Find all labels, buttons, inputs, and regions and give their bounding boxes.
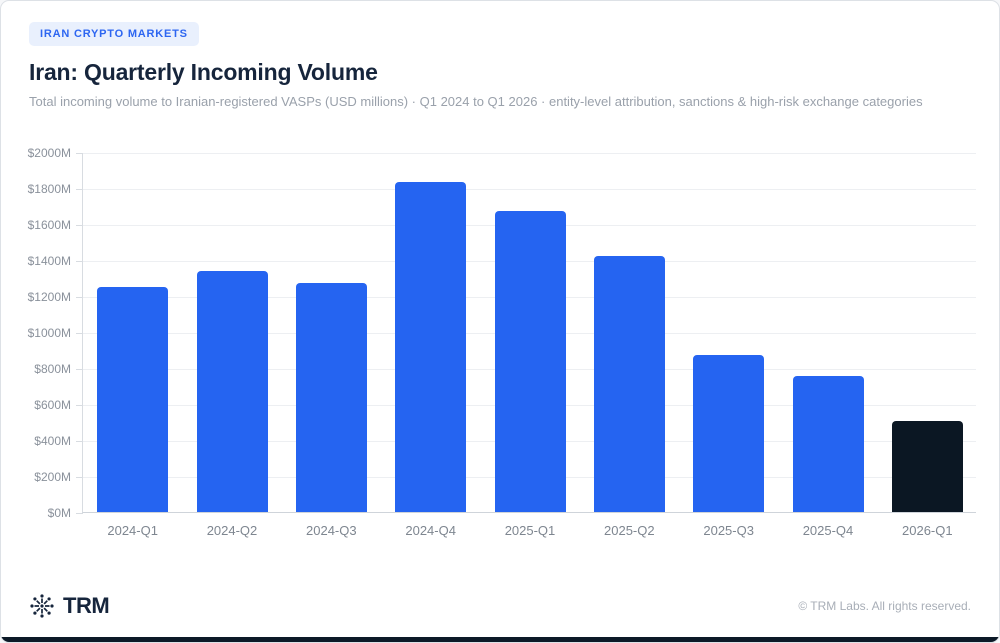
y-tick-mark (76, 441, 83, 442)
x-tick-label: 2025-Q3 (703, 523, 754, 538)
y-tick-label: $600M (34, 398, 71, 412)
y-tick-mark (76, 153, 83, 154)
x-tick-label: 2024-Q4 (405, 523, 456, 538)
page-title: Iran: Quarterly Incoming Volume (29, 59, 378, 85)
x-tick-label: 2025-Q1 (504, 523, 556, 538)
trm-logo: TRM (29, 593, 110, 619)
x-tick-label: 2024-Q2 (206, 523, 258, 538)
y-tick-mark (76, 369, 83, 370)
y-tick-mark (76, 297, 83, 298)
report-header: IRAN CRYPTO MARKETS Iran: Quarterly Inco… (29, 22, 971, 109)
y-tick-label: $400M (34, 434, 71, 448)
y-tick-mark (76, 477, 83, 478)
y-tick-label: $1200M (27, 290, 71, 304)
y-tick-label: $1000M (27, 326, 71, 340)
bar-2026-Q1 (891, 421, 963, 512)
x-tick-label: 2024-Q1 (107, 523, 158, 538)
page-subtitle: Total incoming volume to Iranian-registe… (29, 94, 923, 109)
logo-text: TRM (63, 593, 110, 618)
y-tick-label: $200M (34, 470, 71, 484)
bar-2024-Q1 (97, 287, 169, 512)
y-tick-label: $0M (47, 506, 71, 520)
footer-accent-bar (1, 637, 999, 642)
y-tick-label: $1600M (27, 218, 71, 232)
bar-chart-plot-area: $0M $200M $400M $600M $800M $1000M $1200M $1400… (28, 146, 976, 538)
x-tick-label: 2025-Q2 (604, 523, 655, 538)
y-tick-mark (76, 261, 83, 262)
y-tick-mark (76, 333, 83, 334)
bar-2025-Q4 (792, 376, 864, 512)
bar-2024-Q3 (295, 282, 367, 512)
bar-2024-Q2 (196, 270, 268, 512)
y-tick-mark (76, 225, 83, 226)
snowflake-icon (30, 594, 54, 618)
bar-2024-Q4 (395, 181, 467, 512)
gridline (83, 153, 976, 154)
bar-2025-Q1 (494, 211, 566, 512)
bar-2025-Q3 (693, 354, 765, 512)
y-tick-label: $800M (34, 362, 71, 376)
y-tick-label: $2000M (27, 146, 71, 160)
y-tick-mark (76, 513, 83, 514)
x-tick-label: 2024-Q3 (306, 523, 357, 538)
category-badge: IRAN CRYPTO MARKETS (29, 22, 199, 46)
gridline (83, 189, 976, 190)
y-tick-mark (76, 405, 83, 406)
copyright-text: © TRM Labs. All rights reserved. (798, 599, 971, 613)
y-tick-label: $1800M (27, 182, 71, 196)
y-tick-label: $1400M (27, 254, 71, 268)
x-tick-label: 2026-Q1 (902, 523, 953, 538)
bar-2025-Q2 (593, 256, 665, 512)
y-tick-mark (76, 189, 83, 190)
x-tick-label: 2025-Q4 (802, 523, 854, 538)
